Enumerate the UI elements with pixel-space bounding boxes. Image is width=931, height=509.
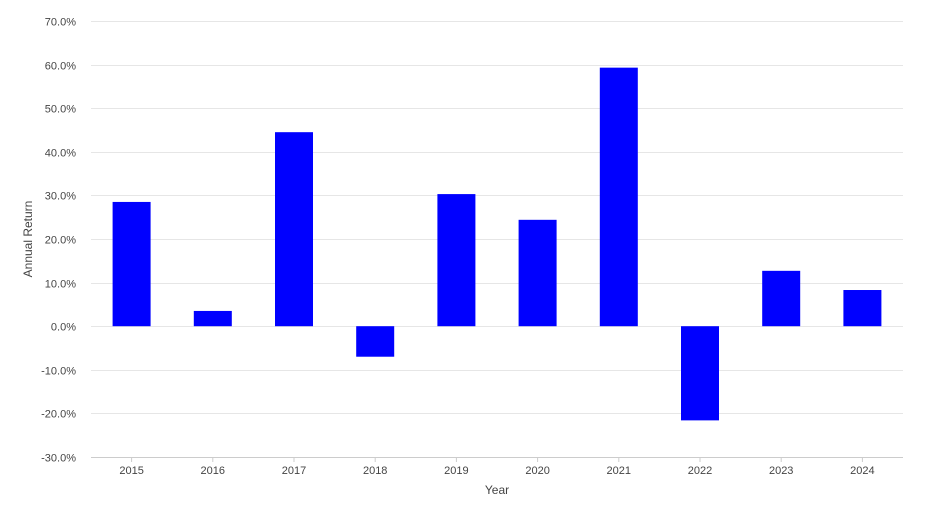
bar-2016 xyxy=(193,310,232,327)
y-tick-label: 20.0% xyxy=(45,235,76,247)
bar-2017 xyxy=(275,132,313,327)
y-tick-label: 60.0% xyxy=(45,61,76,73)
x-axis-ticks: 2015 2016 2017 2018 2019 2020 2021 2022 2023 2024 xyxy=(119,457,875,477)
x-tick-label: 2020 xyxy=(525,465,549,477)
bar-2021 xyxy=(599,67,638,327)
bar-2023 xyxy=(762,270,801,327)
y-tick-label: 40.0% xyxy=(45,148,76,160)
y-tick-label: 10.0% xyxy=(45,279,76,291)
x-tick-label: 2024 xyxy=(850,465,874,477)
x-tick-label: 2018 xyxy=(363,465,387,477)
bar-2015 xyxy=(112,201,151,327)
x-tick-label: 2017 xyxy=(282,465,306,477)
y-tick-label: 50.0% xyxy=(45,104,76,116)
y-tick-label: -20.0% xyxy=(41,409,76,421)
y-tick-label: 30.0% xyxy=(45,191,76,203)
bar-2019 xyxy=(437,194,476,327)
bars xyxy=(112,67,882,421)
y-tick-label: -30.0% xyxy=(41,453,76,465)
x-tick-label: 2022 xyxy=(688,465,712,477)
y-axis-title: Annual Return xyxy=(21,201,35,278)
grid-lines xyxy=(91,21,903,458)
x-axis-title: Year xyxy=(485,483,509,497)
x-tick-label: 2021 xyxy=(607,465,631,477)
x-tick-label: 2015 xyxy=(119,465,143,477)
x-tick-label: 2016 xyxy=(201,465,225,477)
y-tick-label: -10.0% xyxy=(41,366,76,378)
y-tick-label: 0.0% xyxy=(51,322,76,334)
y-axis-ticks: -30.0% -20.0% -10.0% 0.0% 10.0% 20.0% 30.0% 40.… xyxy=(41,17,76,465)
bar-2022 xyxy=(681,326,719,421)
y-tick-label: 70.0% xyxy=(45,17,76,29)
x-tick-label: 2023 xyxy=(769,465,793,477)
bar-2020 xyxy=(518,219,557,327)
bar-2018 xyxy=(356,326,395,357)
bar-2024 xyxy=(843,290,882,327)
x-tick-label: 2019 xyxy=(444,465,468,477)
